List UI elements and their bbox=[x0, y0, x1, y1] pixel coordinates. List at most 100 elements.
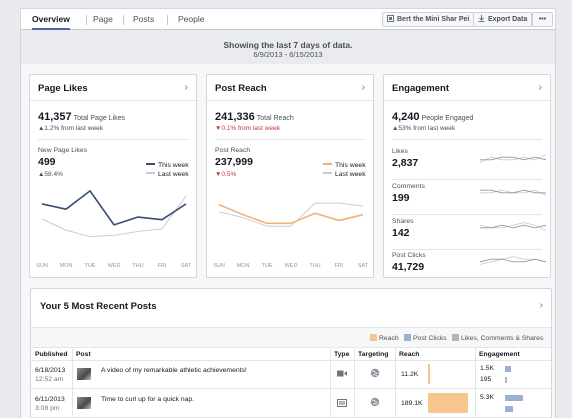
col-engagement[interactable]: Engagement bbox=[479, 351, 520, 358]
engagement-row-shares[interactable]: Shares 142 bbox=[392, 217, 550, 247]
x-tick-label: TUE bbox=[85, 263, 96, 269]
tab-divider bbox=[86, 15, 87, 25]
col-published[interactable]: Published bbox=[35, 351, 68, 358]
legend-lcs-label: Likes, Comments & Shares bbox=[461, 335, 544, 342]
x-tick-label: MON bbox=[237, 263, 250, 269]
people-engaged-value: 4,240 bbox=[392, 111, 420, 123]
reach-value: 11.2K bbox=[401, 371, 419, 378]
post-text[interactable]: A video of my remarkable athletic achiev… bbox=[101, 367, 247, 374]
column-divider bbox=[395, 347, 396, 418]
legend-label: This week bbox=[335, 162, 366, 169]
table-row[interactable]: 6/11/2013 3:08 pm Time to curl up for a … bbox=[31, 390, 551, 418]
divider bbox=[215, 139, 365, 140]
column-divider bbox=[72, 347, 73, 418]
globe-icon bbox=[370, 368, 380, 380]
recent-posts-legend: Reach Post Clicks Likes, Comments & Shar… bbox=[31, 327, 551, 347]
new-page-likes-value: 499 bbox=[38, 156, 56, 168]
x-tick-label: MON bbox=[60, 263, 73, 269]
photo-icon bbox=[337, 399, 347, 409]
recent-posts-card: Your 5 Most Recent Posts › Reach Post Cl… bbox=[30, 288, 552, 418]
engagement-row-comments[interactable]: Comments 199 bbox=[392, 182, 550, 212]
x-tick-label: WED bbox=[108, 263, 121, 269]
total-reach: 241,336 Total Reach bbox=[215, 111, 294, 123]
post-date: 6/11/2013 bbox=[35, 396, 65, 403]
total-page-likes-value: 41,357 bbox=[38, 111, 72, 123]
legend-swatch bbox=[323, 163, 332, 165]
engagement-value-2: 195 bbox=[480, 376, 492, 383]
x-tick-label: THU bbox=[309, 263, 320, 269]
x-tick-label: FRI bbox=[158, 263, 167, 269]
likes-sparkline bbox=[479, 154, 547, 163]
legend-post-clicks-label: Post Clicks bbox=[413, 335, 447, 342]
legend-post-clicks[interactable]: Post Clicks bbox=[404, 334, 447, 342]
post-clicks-label: Post Clicks bbox=[392, 252, 426, 259]
likes-label: Likes bbox=[392, 148, 408, 155]
engagement-change: ▲53% from last week bbox=[392, 125, 456, 132]
lcs-swatch bbox=[452, 334, 459, 341]
table-row[interactable]: 6/18/2013 12:52 am A video of my remarka… bbox=[31, 361, 551, 389]
reach-bar bbox=[428, 364, 430, 384]
x-tick-label: TUE bbox=[262, 263, 273, 269]
col-post[interactable]: Post bbox=[76, 351, 91, 358]
tab-people[interactable]: People bbox=[178, 14, 205, 24]
tab-divider bbox=[123, 15, 124, 25]
divider bbox=[392, 214, 542, 215]
legend-label: Last week bbox=[335, 171, 366, 178]
legend-last-week: Last week bbox=[146, 171, 189, 178]
chevron-right-icon[interactable]: › bbox=[184, 82, 188, 93]
chevron-right-icon[interactable]: › bbox=[538, 82, 542, 93]
divider bbox=[392, 179, 542, 180]
engagement-value-1: 1.5K bbox=[480, 365, 494, 372]
export-data-button[interactable]: Export Data bbox=[473, 12, 533, 27]
more-options-button[interactable]: ••• bbox=[532, 12, 553, 27]
post-reach-header[interactable]: Post Reach › bbox=[207, 75, 373, 101]
post-clicks-bar bbox=[505, 366, 511, 372]
sparkline-series bbox=[480, 156, 547, 161]
shares-value: 142 bbox=[392, 227, 410, 239]
legend-reach[interactable]: Reach bbox=[370, 334, 399, 342]
date-range-dates: 6/9/2013 - 6/15/2013 bbox=[253, 50, 323, 59]
tab-page[interactable]: Page bbox=[93, 14, 113, 24]
page-likes-header[interactable]: Page Likes › bbox=[30, 75, 196, 101]
engagement-row-post-clicks[interactable]: Post Clicks 41,729 bbox=[392, 251, 550, 277]
post-reach-sub-label: Post Reach bbox=[215, 147, 251, 154]
legend-likes-comments-shares[interactable]: Likes, Comments & Shares bbox=[452, 334, 543, 342]
chevron-right-icon[interactable]: › bbox=[361, 82, 365, 93]
tab-posts[interactable]: Posts bbox=[133, 14, 155, 24]
engagement-header[interactable]: Engagement › bbox=[384, 75, 550, 101]
total-reach-label: Total Reach bbox=[256, 115, 294, 122]
export-data-label: Export Data bbox=[488, 16, 528, 23]
x-tick-label: SAT bbox=[181, 263, 192, 269]
chevron-right-icon[interactable]: › bbox=[539, 300, 543, 311]
series-line-this-week bbox=[41, 190, 187, 226]
page-selector-button[interactable]: Bert the Mini Shar Pei bbox=[382, 12, 475, 27]
x-tick-label: WED bbox=[285, 263, 298, 269]
post-text[interactable]: Time to curl up for a quick nap. bbox=[101, 396, 195, 403]
col-type[interactable]: Type bbox=[334, 351, 350, 358]
date-range-banner: Showing the last 7 days of data. 6/9/201… bbox=[20, 30, 556, 64]
x-tick-label: THU bbox=[132, 263, 143, 269]
series-line-last-week bbox=[218, 202, 364, 227]
x-tick-label: SUN bbox=[36, 263, 48, 269]
engagement-row-likes[interactable]: Likes 2,837 bbox=[392, 147, 550, 177]
col-reach[interactable]: Reach bbox=[399, 351, 420, 358]
sparkline-series bbox=[479, 256, 547, 265]
post-reach-change: ▼0.1% from last week bbox=[215, 125, 280, 132]
post-reach-change-text: ▼0.1% from last week bbox=[215, 125, 280, 132]
column-divider bbox=[354, 347, 355, 418]
col-targeting[interactable]: Targeting bbox=[358, 351, 389, 358]
tab-overview[interactable]: Overview bbox=[32, 9, 70, 30]
reach-bar bbox=[428, 393, 468, 413]
legend-label: This week bbox=[158, 162, 189, 169]
x-tick-label: SAT bbox=[358, 263, 369, 269]
post-thumbnail[interactable] bbox=[77, 368, 91, 380]
page-likes-change: ▲1.2% from last week bbox=[38, 125, 103, 132]
series-line-last-week bbox=[41, 195, 187, 238]
globe-icon bbox=[370, 397, 380, 409]
post-thumbnail[interactable] bbox=[77, 397, 91, 409]
legend-reach-label: Reach bbox=[379, 335, 399, 342]
engagement-title: Engagement bbox=[392, 83, 450, 94]
x-tick-label: FRI bbox=[335, 263, 344, 269]
post-reach-title: Post Reach bbox=[215, 83, 267, 94]
posts-table-header: Published Post Type Targeting Reach Enga… bbox=[31, 347, 551, 361]
